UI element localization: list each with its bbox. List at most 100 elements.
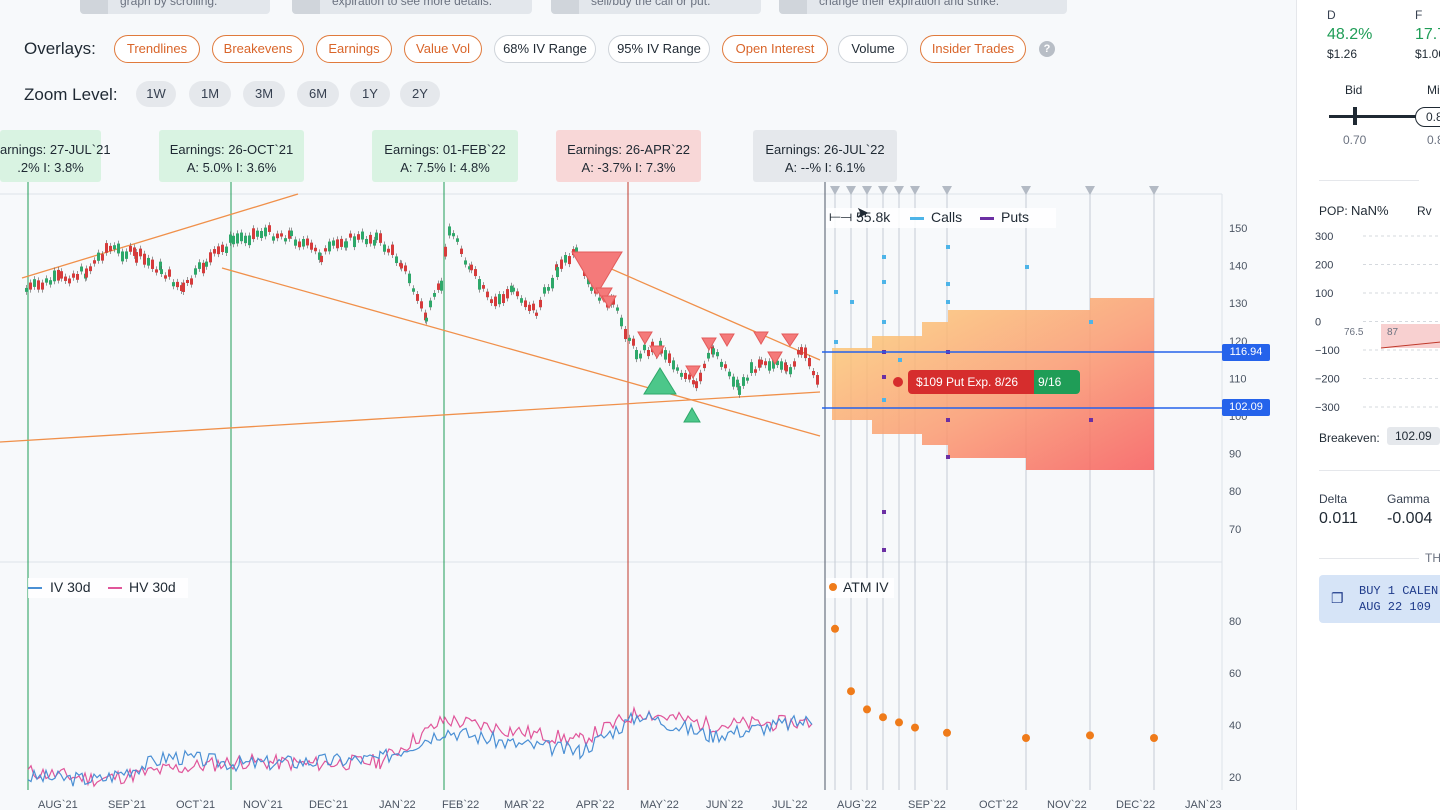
atm-iv-point[interactable] [895,718,903,727]
zoom-3m-button[interactable]: 3M [243,81,285,107]
atm-iv-point[interactable] [847,687,855,696]
price-tick-label: 130 [1229,298,1247,310]
pl-tick-label: −200 [1315,374,1340,386]
pl-tick-label: 0 [1315,317,1321,329]
atm-iv-point[interactable] [863,705,871,714]
expiration-marker[interactable] [1021,186,1031,195]
hint-card-scroll: graph by scrolling. [80,0,270,14]
insider-trade-markers[interactable] [571,251,799,423]
section-divider [1319,470,1440,471]
iv-tick-label: 20 [1229,772,1241,784]
expiration-marker[interactable] [1149,186,1159,195]
expiration-marker[interactable] [942,186,952,195]
expiration-marker[interactable] [1085,186,1095,195]
iv-30d-line [27,710,813,787]
iv-legend: IV 30d HV 30d [28,578,188,598]
overlay-trendlines-button[interactable]: Trendlines [114,35,200,63]
pl-chart[interactable]: 300 200 100 0 −100 −200 −300 76.5 87 [1297,226,1440,416]
earnings-stats: A: -3.7% I: 7.3% [581,160,676,175]
pl-tick-label: −300 [1315,402,1340,414]
put-expiry-label[interactable]: $109 Put Exp. 8/26 [908,370,1034,394]
calls-legend-label: Calls [931,209,963,225]
overlay-breakevens-button[interactable]: Breakevens [212,35,304,63]
expiration-marker[interactable] [894,186,904,195]
zoom-6m-button[interactable]: 6M [297,81,339,107]
zoom-1m-button[interactable]: 1M [189,81,231,107]
date-tick-label: SEP`22 [908,799,946,810]
hint-card-expiration: expiration to see more details. [292,0,532,14]
date-tick-label: OCT`21 [176,799,215,810]
earnings-box-feb22[interactable]: Earnings: 01-FEB`22 A: 7.5% I: 4.8% [372,130,518,182]
f-sub-value: $1.00 [1415,47,1440,61]
atm-iv-point[interactable] [1022,734,1030,742]
pl-mark-low: 76.5 [1344,327,1364,338]
bid-value: 0.70 [1343,133,1367,147]
hint-text: graph by scrolling. [120,0,218,8]
help-icon[interactable]: ? [1039,41,1055,57]
expiration-marker[interactable] [878,186,888,195]
lower-breakeven-tag[interactable]: 102.09 [1222,399,1270,416]
d-sub-value: $1.26 [1327,47,1358,61]
hint-text: sell/buy the call or put. [591,0,711,8]
upper-breakeven-tag[interactable]: 116.94 [1222,344,1270,361]
expiration-marker[interactable] [846,186,856,195]
earnings-box-jul21[interactable]: arnings: 27-JUL`21 .2% I: 3.8% [0,130,111,182]
overlay-open-interest-button[interactable]: Open Interest [722,35,828,63]
earnings-title: arnings: 27-JUL`21 [0,142,111,157]
mid-label: Mi [1427,83,1440,97]
section-divider [1319,558,1419,559]
put-second-expiry-label[interactable]: 9/16 [1034,370,1080,394]
atm-iv-point[interactable] [911,723,919,732]
overlay-earnings-button[interactable]: Earnings [316,35,392,63]
overlay-value-vol-button[interactable]: Value Vol [404,35,482,63]
atm-iv-point[interactable] [1086,731,1094,740]
expiration-marker[interactable] [862,186,872,195]
date-tick-label: JUN`22 [706,799,743,810]
pl-tick-label: 200 [1315,260,1333,272]
overlay-95-iv-range-button[interactable]: 95% IV Range [608,35,710,63]
earnings-box-oct21[interactable]: Earnings: 26-OCT`21 A: 5.0% I: 3.6% [159,130,304,182]
atm-iv-point[interactable] [943,728,951,737]
put-position-label[interactable]: $109 Put Exp. 8/26 9/16 [908,370,1080,394]
hint-text: change their expiration and strike. [819,0,1000,8]
date-tick-label: MAR`22 [504,799,544,810]
date-tick-label: NOV`22 [1047,799,1087,810]
delta-label: Delta [1319,492,1348,506]
put-marker-dot[interactable] [893,377,903,387]
expiration-marker[interactable] [830,186,840,195]
overlay-insider-trades-button[interactable]: Insider Trades [920,35,1026,63]
order-line-2: AUG 22 109 [1359,600,1432,614]
mid-sub-value: 0.8 [1427,133,1440,147]
copy-icon[interactable]: ❐ [1331,592,1344,608]
atm-iv-point[interactable] [879,713,887,722]
iv-legend-label: IV 30d [50,579,91,595]
atm-iv-point[interactable] [1150,734,1158,742]
zoom-1y-button[interactable]: 1Y [350,81,390,107]
date-axis: AUG`21 SEP`21 OCT`21 NOV`21 DEC`21 JAN`22 FEB`… [38,799,1222,810]
earnings-box-apr22[interactable]: Earnings: 26-APR`22 A: -3.7% I: 7.3% [556,130,701,182]
date-tick-label: JUL`22 [772,799,807,810]
earnings-box-jul22[interactable]: Earnings: 26-JUL`22 A: --% I: 6.1% [753,130,897,182]
order-summary-card[interactable]: ❐ BUY 1 CALEN AUG 22 109 [1319,575,1440,623]
price-candles [25,222,819,398]
hv-legend-label: HV 30d [129,579,176,595]
earnings-title: Earnings: 26-APR`22 [567,142,690,157]
overlay-volume-button[interactable]: Volume [838,35,908,63]
expiration-marker[interactable] [910,186,920,195]
price-slider-track[interactable] [1329,115,1419,118]
iv-swatch-icon [28,587,42,589]
calls-swatch-icon [910,217,924,220]
range-icon: ⟝⟞ [829,208,853,224]
iv-tick-label: 60 [1229,668,1241,680]
price-slider-handle[interactable] [1353,107,1357,125]
position-side-panel: D 48.2% $1.26 F 17.7 $1.00 Bid Mi 0.8 0.… [1296,0,1440,810]
atm-iv-point[interactable] [831,624,839,633]
overlay-68-iv-range-button[interactable]: 68% IV Range [494,35,596,63]
zoom-2y-button[interactable]: 2Y [400,81,440,107]
zoom-level-label: Zoom Level: [24,85,118,104]
hv-30d-line [27,705,813,788]
mid-value-input[interactable]: 0.8 [1415,107,1440,127]
zoom-1w-button[interactable]: 1W [136,81,176,107]
